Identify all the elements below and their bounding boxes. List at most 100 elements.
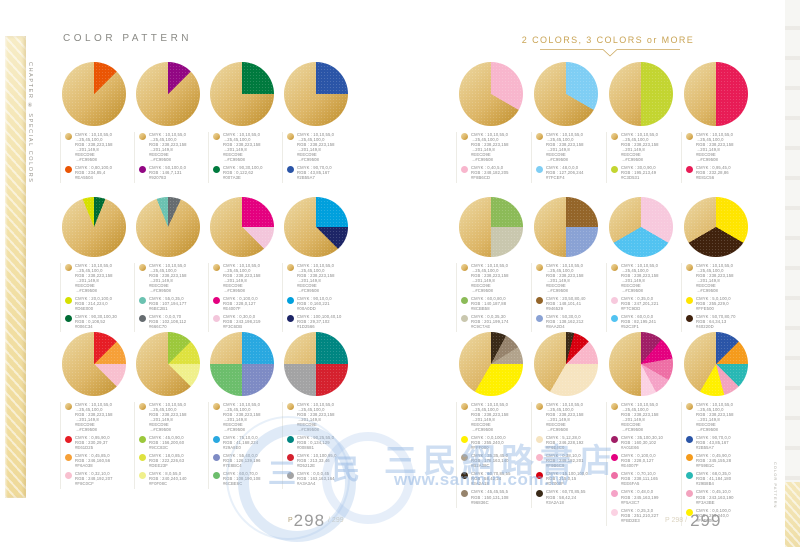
legend-line: #008681 [297,445,315,451]
legend-line: →25,45,100,0 [223,407,251,413]
legend-text: CMYK : 0,100,0,0 RGB : 228,0,127 #E4007F [621,453,656,468]
legend-row: CMYK : 0,48,0,0 RGB : 245,163,199 #F5A3C7 [611,489,672,505]
legend-line: #F5A3C7 [621,499,640,505]
color-swatch [139,403,146,410]
legend-line: CMYK : 10,10,55,0 [223,132,261,137]
legend-row: CMYK : 90,10,0,0 RGB : 0,160,221 #00A0DD [287,296,348,311]
legend-line: →201,149,8 [471,417,495,423]
color-swatch [213,472,220,480]
legend-line: RGB : 150,131,108 [471,494,509,500]
legend-line: #3A2A18 [471,481,489,487]
pie-chart [533,62,598,126]
legend-line: →#C99508 [223,427,245,433]
legend-text: CMYK : 0,48,0,0 RGB : 245,163,199 #F5A3C7 [621,489,659,504]
legend-line: CMYK : 60,70,85,55 [471,471,511,477]
legend-line: RGB : 41,168,224 [223,440,259,446]
legend-line: #EECD9E [149,152,169,158]
legend-text: CMYK : 10,10,55,0 →25,45,100,0 RGB : 238,2… [149,402,187,432]
legend-row: CMYK : 10,10,55,0 →25,45,100,0 RGB : 238,2… [461,263,522,293]
legend: CMYK : 10,10,55,0 →25,45,100,0 RGB : 238,2… [60,262,126,332]
page-edge-strip [785,0,800,547]
legend-row: CMYK : 60,70,85,55 RGB : 58,42,24 #3A2A18 [461,471,522,486]
legend-line: →25,45,100,0 [471,407,499,413]
legend-line: CMYK : 60,0,0,0 [621,313,654,319]
legend-row: CMYK : 0,38,10,0 RGB : 249,182,201 #F9B6C9 [536,453,597,468]
color-swatch [213,296,220,304]
legend-line: RGB : 238,223,158 [297,142,335,148]
legend-line: #EECD9E [297,282,317,288]
legend-line: RGB : 215,0,15 [546,476,577,482]
legend-text: CMYK : 10,10,55,0 →25,45,100,0 RGB : 238,2… [471,132,509,162]
legend-line: CMYK : 10,10,55,0 [471,262,509,268]
legend-line: CMYK : 75,10,0,0 [223,435,258,441]
legend-text: CMYK : 0,45,10,0 RGB : 243,163,190 #F3A3BE [696,489,734,504]
section-subtitle: 2 COLORS, 3 COLORS or MORE [521,35,695,45]
legend-line: #A3A3A4 [297,481,316,487]
legend-line: →#C99508 [546,287,568,293]
legend-line: #E4007F [621,463,639,469]
legend-row: CMYK : 8,0,55,0 RGB : 240,240,140 #F0F08C [139,471,200,486]
color-swatch [686,490,693,498]
legend-row: CMYK : 10,10,55,0 →25,45,100,0 RGB : 238,2… [287,263,348,293]
legend-text: CMYK : 0,0,100,0 RGB : 255,240,0 #FFF000 [696,508,731,523]
legend-line: CMYK : 10,10,55,0 [297,132,335,137]
page-number-faded: / 299 [328,517,344,524]
legend: CMYK : 10,10,55,0 →25,45,100,0 RGB : 238,2… [531,132,597,184]
legend-line: →201,149,8 [149,277,173,283]
legend-line: CMYK : 90,70,0,0 [696,435,731,441]
legend-text: CMYK : 10,10,55,0 →25,45,100,0 RGB : 238,2… [223,132,261,162]
legend-line: #A01E66 [621,445,639,451]
legend-line: #96836C [471,499,489,505]
legend-line: RGB : 238,223,158 [223,272,261,278]
legend-line: CMYK : 90,10,0,0 [297,295,332,301]
legend-row: CMYK : 10,10,55,0 →25,45,100,0 RGB : 238,2… [213,263,274,293]
pattern-cell: CMYK : 10,10,55,0 →25,45,100,0 RGB : 238,2… [678,197,753,332]
legend-line: #1D2566 [297,323,315,329]
legend-text: CMYK : 0,45,90,0 RGB : 245,155,28 #F59B1C [696,453,731,468]
pattern-cell: CMYK : 10,10,55,0 →25,45,100,0 RGB : 238,2… [205,62,279,197]
legend-line: #EECD9E [546,152,566,158]
legend-line: RGB : 238,223,158 [696,412,734,418]
color-swatch [686,454,693,462]
legend-row: CMYK : 0,80,100,0 RGB : 234,85,4 #EA5504 [65,165,126,180]
legend-row: CMYK : 0,45,85,0 RGB : 246,160,56 #F6A038 [65,453,126,468]
legend-text: CMYK : 0,40,5,0 RGB : 248,182,205 #F8B6CD [471,165,509,180]
legend-line: →#C99508 [297,157,319,163]
color-swatch [461,490,468,498]
legend-line: RGB : 160,30,102 [621,440,657,446]
legend-line: CMYK : 68,0,35,0 [696,471,731,477]
color-swatch [536,296,543,304]
legend-row: CMYK : 10,10,55,0 →25,45,100,0 RGB : 238,2… [213,132,274,162]
legend-line: RGB : 238,223,158 [223,142,261,148]
legend-line: RGB : 107,194,177 [149,300,187,306]
pie-chart [284,332,348,396]
legend-line: →25,45,100,0 [696,137,724,143]
legend-line: →#C99508 [471,157,493,163]
legend-line: →#C99508 [696,427,718,433]
legend-line: →25,45,100,0 [546,137,574,143]
legend-line: RGB : 238,111,165 [621,476,658,482]
legend-line: CMYK : 10,10,55,0 [471,132,509,137]
legend-row: CMYK : 55,0,35,0 RGB : 107,194,177 #6BC2B1 [139,296,200,311]
legend-text: CMYK : 10,10,55,0 →25,45,100,0 RGB : 238,2… [546,263,584,293]
legend-line: RGB : 247,201,221 [621,300,659,306]
color-swatch [213,436,220,444]
pie-chart [284,197,348,257]
legend-line: →#C99508 [223,157,245,163]
page-number-left: P298/ 299 [288,511,347,531]
chapter-label: CHAPTER ⑥ SPECIAL COLORS [27,62,33,184]
legend-row: CMYK : 10,10,55,0 →25,45,100,0 RGB : 238,2… [139,132,200,162]
color-swatch [65,454,72,462]
legend-line: →201,149,8 [621,417,645,423]
pattern-cell: CMYK : 10,10,55,0 →25,45,100,0 RGB : 238,2… [57,332,131,490]
legend-text: CMYK : 0,0,100,0 RGB : 255,240,0 #FFF000 [471,435,506,450]
legend-row: CMYK : 55,40,0,0 RGB : 126,139,196 #7E8BC4 [213,453,274,468]
legend-text: CMYK : 20,0,100,0 RGB : 214,224,0 #D6E000 [75,296,112,311]
legend-text: CMYK : 90,30,100,30 RGB : 0,108,52 #006C34 [75,314,117,329]
color-swatch [287,133,294,140]
legend-row: CMYK : 10,10,55,0 →25,45,100,0 RGB : 238,2… [611,263,672,293]
legend-line: #F59B1C [696,463,715,469]
legend-line: →25,45,100,0 [621,137,649,143]
legend-line: RGB : 156,200,60 [149,440,185,446]
legend-line: CMYK : 35,35,45,0 [471,453,509,459]
